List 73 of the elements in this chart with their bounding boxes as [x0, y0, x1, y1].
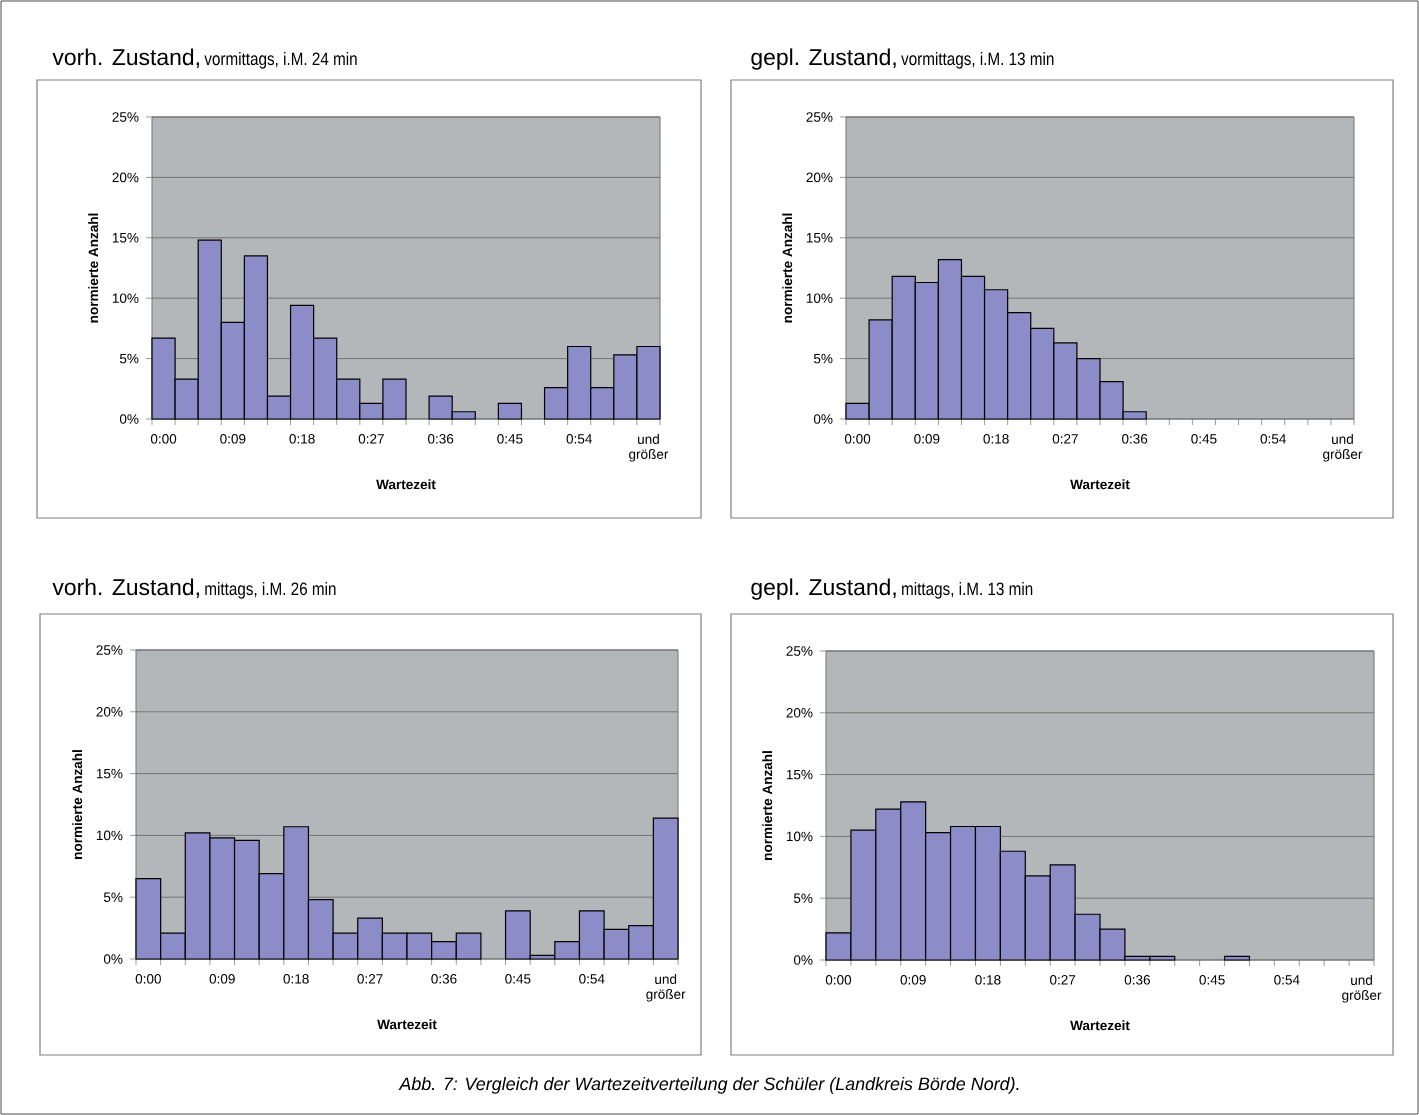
y-tick-label: 20%: [112, 172, 139, 183]
y-tick-label: 5%: [793, 893, 813, 903]
x-axis-title: Wartezeit: [377, 1019, 437, 1030]
y-tick-label: 25%: [786, 646, 813, 656]
x-tick-label: 0:36: [427, 434, 454, 444]
y-tick-label: 20%: [806, 172, 833, 183]
y-tick-label: 5%: [103, 892, 123, 902]
y-tick-label: 10%: [96, 830, 123, 841]
y-tick-label: 10%: [112, 293, 139, 303]
y-tick-label: 0%: [813, 414, 833, 424]
x-tick-label: 0:09: [220, 434, 246, 444]
x-tick-label: 0:18: [283, 974, 309, 984]
y-tick-label: 15%: [112, 233, 139, 243]
x-axis-title: Wartezeit: [1070, 1020, 1130, 1031]
y-tick-label: 0%: [793, 955, 813, 965]
chart-title: gepl. Zustand,: [751, 578, 896, 600]
x-tick-label: 0:09: [900, 975, 926, 985]
x-tick-label: 0:36: [1124, 975, 1150, 985]
x-tick-label: 0:27: [357, 974, 383, 984]
y-tick-label: 0%: [119, 414, 139, 424]
y-tick-label: 15%: [96, 768, 123, 779]
y-tick-label: 20%: [786, 707, 813, 718]
x-tick-label: 0:45: [497, 434, 523, 444]
chart-title: vorh. Zustand,: [52, 578, 199, 598]
y-axis-title: normierte Anzahl: [88, 213, 99, 323]
y-tick-label: 5%: [119, 353, 139, 364]
x-tick-label: und größer: [1323, 434, 1363, 462]
x-axis-title: Wartezeit: [1070, 479, 1130, 490]
y-axis-title: normierte Anzahl: [762, 751, 773, 860]
x-tick-label: 0:18: [983, 434, 1009, 444]
x-tick-label: 0:36: [1122, 434, 1148, 444]
x-tick-label: und größer: [1342, 975, 1382, 1003]
x-tick-label: 0:09: [914, 434, 940, 444]
chart-title: gepl. Zustand,: [751, 48, 896, 70]
x-tick-label: und größer: [629, 434, 669, 462]
x-axis-title: Wartezeit: [376, 479, 436, 490]
y-tick-label: 0%: [103, 954, 123, 964]
y-tick-label: 25%: [96, 645, 123, 655]
x-tick-label: 0:18: [289, 434, 315, 444]
x-tick-label: 0:27: [1049, 975, 1076, 985]
chart-subtitle: mittags, i.M. 13 min: [902, 581, 1033, 599]
x-tick-label: 0:36: [431, 974, 457, 984]
y-axis-title: normierte Anzahl: [782, 213, 793, 323]
x-tick-label: 0:00: [844, 434, 871, 444]
chart-subtitle: vormittags, i.M. 24 min: [204, 51, 357, 69]
x-tick-label: 0:45: [1199, 975, 1225, 985]
y-tick-label: 20%: [96, 706, 123, 717]
x-tick-label: 0:00: [150, 434, 177, 444]
x-tick-label: 0:54: [1274, 975, 1300, 985]
x-tick-label: 0:00: [135, 974, 161, 984]
x-tick-label: 0:54: [579, 974, 605, 984]
chart-subtitle: vormittags, i.M. 13 min: [901, 51, 1054, 69]
y-tick-label: 10%: [786, 831, 813, 842]
y-tick-label: 10%: [806, 293, 833, 303]
chart-subtitle: mittags, i.M. 26 min: [205, 581, 336, 599]
x-tick-label: 0:45: [1191, 434, 1217, 444]
x-tick-label: und größer: [646, 974, 686, 1002]
x-tick-label: 0:18: [975, 975, 1001, 985]
x-tick-label: 0:54: [1260, 434, 1286, 444]
x-tick-label: 0:45: [505, 974, 531, 984]
x-tick-label: 0:54: [566, 434, 592, 444]
y-tick-label: 25%: [806, 112, 833, 122]
x-tick-label: 0:27: [1052, 434, 1078, 444]
chart-title: vorh. Zustand,: [52, 48, 199, 68]
y-tick-label: 15%: [806, 233, 833, 243]
y-tick-label: 5%: [813, 353, 833, 364]
x-tick-label: 0:00: [825, 975, 852, 985]
x-tick-label: 0:09: [209, 974, 235, 984]
y-axis-title: normierte Anzahl: [72, 750, 83, 859]
caption: Abb. 7: Vergleich der Wartezeitverteilung der Schüler (Landkreis Börde Nord).: [398, 1077, 1019, 1094]
x-tick-label: 0:27: [358, 434, 384, 444]
y-tick-label: 25%: [112, 112, 139, 122]
y-tick-label: 15%: [786, 769, 813, 780]
